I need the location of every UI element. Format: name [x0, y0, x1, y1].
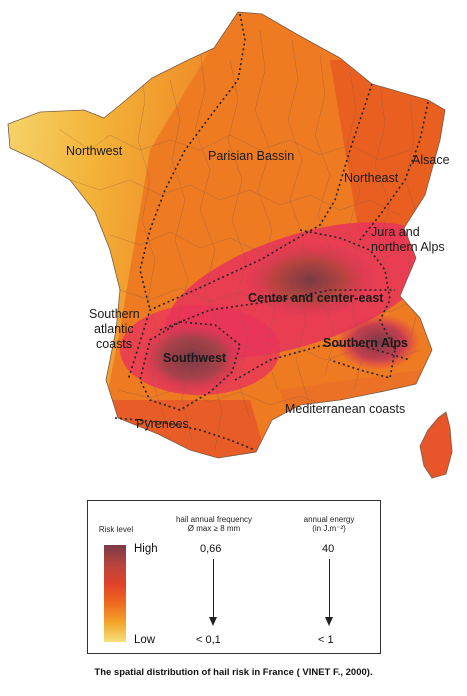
label-northwest: Northwest	[66, 144, 123, 158]
legend-box: Risk level High Low hail annual frequenc…	[87, 500, 381, 654]
map-fill	[8, 12, 445, 458]
figure-caption: The spatial distribution of hail risk in…	[94, 667, 373, 678]
frequency-top-value: 0,66	[200, 543, 222, 555]
region-boundaries	[114, 13, 429, 451]
corsica	[419, 411, 453, 479]
label-jura-line2: northern Alps	[371, 240, 445, 254]
energy-title-line2: (in J.m⁻²)	[312, 524, 346, 533]
hail-risk-map: Northwest Parisian Bassin Alsace Northea…	[7, 11, 453, 479]
label-southern-alps: Southern Alps	[323, 336, 408, 350]
frequency-arrow-head	[209, 617, 217, 626]
label-southwest: Southwest	[163, 351, 227, 365]
risk-level-label: Risk level	[98, 525, 134, 534]
frequency-arrow-shaft	[213, 559, 214, 619]
region-labels: Northwest Parisian Bassin Alsace Northea…	[66, 144, 450, 431]
risk-color-ramp	[104, 545, 126, 642]
label-pyrenees: Pyrenees	[136, 417, 189, 431]
france-outline	[7, 11, 446, 459]
frequency-bottom-value: < 0,1	[196, 634, 221, 646]
label-mediterranean: Mediterranean coasts	[285, 402, 405, 416]
frequency-title-line2: Ø max ≥ 8 mm	[187, 524, 241, 533]
label-center: Center and center-east	[248, 291, 384, 305]
energy-top-value: 40	[322, 543, 335, 555]
energy-title-line1: annual energy	[303, 515, 355, 524]
label-northeast: Northeast	[344, 171, 399, 185]
energy-bottom-value: < 1	[318, 634, 334, 646]
label-southern-atlantic-line3: coasts	[96, 337, 132, 351]
label-alsace: Alsace	[412, 153, 450, 167]
energy-arrow-head	[325, 617, 333, 626]
label-southern-atlantic-line1: Southern	[89, 307, 140, 321]
energy-arrow-shaft	[329, 559, 330, 619]
label-parisian-bassin: Parisian Bassin	[208, 149, 294, 163]
legend-high: High	[134, 543, 158, 555]
legend-low: Low	[134, 634, 156, 646]
label-southern-atlantic-line2: atlantic	[94, 322, 134, 336]
frequency-title-line1: hail annual frequency	[175, 515, 253, 524]
label-jura-line1: Jura and	[371, 225, 420, 239]
